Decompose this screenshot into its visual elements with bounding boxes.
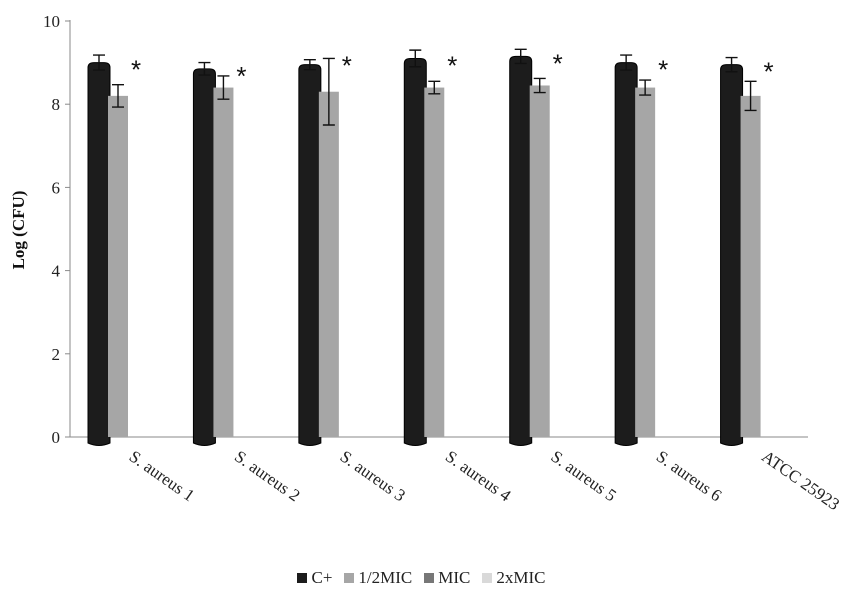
error-bar-half-mic xyxy=(322,57,335,126)
significance-asterisk: * xyxy=(447,50,457,80)
bar-cplus xyxy=(720,64,744,446)
error-bar-cplus xyxy=(514,48,527,65)
x-tick-label: S. aureus 2 xyxy=(231,447,303,506)
error-bar-cplus xyxy=(725,56,738,73)
y-tick-label: 8 xyxy=(52,95,61,114)
error-bar-cplus xyxy=(409,49,422,68)
bar-cplus xyxy=(614,62,638,446)
error-bar-half-mic xyxy=(533,77,546,94)
bar-cplus xyxy=(509,55,533,446)
x-tick-label: S. aureus 5 xyxy=(547,447,619,506)
x-tick-label: S. aureus 4 xyxy=(442,447,515,506)
bar-cplus xyxy=(403,57,427,446)
bar-half-mic xyxy=(740,95,761,437)
error-bar-half-mic xyxy=(112,83,124,108)
y-tick-label: 0 xyxy=(52,428,61,447)
legend-item: C+ xyxy=(297,568,332,588)
bar-half-mic xyxy=(108,95,128,437)
error-bar-half-mic xyxy=(428,80,441,95)
legend-item: 1/2MIC xyxy=(344,568,412,588)
legend-swatch xyxy=(297,573,308,583)
legend-label: C+ xyxy=(311,568,333,587)
y-axis-label: Log (CFU) xyxy=(9,191,28,270)
legend-label: 2xMIC xyxy=(496,568,546,587)
bar-half-mic xyxy=(424,87,445,437)
x-tick-label: S. aureus 3 xyxy=(337,447,409,506)
x-tick-label: ATCC 25923 xyxy=(758,447,843,514)
y-tick-label: 10 xyxy=(43,12,60,31)
legend-swatch xyxy=(344,573,355,583)
x-tick-label: S. aureus 1 xyxy=(126,447,198,506)
error-bar-half-mic xyxy=(639,79,652,96)
y-tick-label: 6 xyxy=(52,178,61,197)
legend-swatch xyxy=(424,573,435,583)
bar-cplus xyxy=(192,68,216,446)
chart-error-bars xyxy=(93,48,757,126)
legend-item: 2xMIC xyxy=(482,568,546,588)
y-tick-label: 2 xyxy=(52,345,61,364)
bar-half-mic xyxy=(529,85,550,437)
bar-cplus xyxy=(298,64,322,446)
error-bar-cplus xyxy=(198,61,211,76)
bar-chart: * * * * * * * S. aureus 1 S. aureus 2 S. aureus … xyxy=(9,12,843,514)
y-tick-labels: 0 2 4 6 8 10 xyxy=(43,12,61,447)
chart-bars xyxy=(87,55,761,446)
x-tick-label: S. aureus 6 xyxy=(653,447,725,506)
significance-asterisk: * xyxy=(342,50,352,80)
legend-swatch xyxy=(482,573,493,583)
chart-annotations: * * * * * * * xyxy=(131,48,774,90)
legend-label: MIC xyxy=(438,568,471,587)
chart-legend: C+ 1/2MIC MIC 2xMIC xyxy=(0,568,843,588)
significance-asterisk: * xyxy=(131,55,141,85)
bar-half-mic xyxy=(213,87,234,437)
x-tick-labels: S. aureus 1 S. aureus 2 S. aureus 3 S. aure… xyxy=(126,447,843,514)
legend-item: MIC xyxy=(424,568,470,588)
error-bar-cplus xyxy=(620,54,633,71)
error-bar-cplus xyxy=(93,54,105,71)
error-bar-half-mic xyxy=(744,80,757,112)
error-bar-half-mic xyxy=(217,75,230,100)
bar-cplus xyxy=(87,62,111,446)
bar-half-mic xyxy=(318,91,339,437)
legend-label: 1/2MIC xyxy=(358,568,413,587)
significance-asterisk: * xyxy=(658,55,668,85)
error-bar-cplus xyxy=(303,58,316,71)
y-tick-label: 4 xyxy=(52,262,61,281)
significance-asterisk: * xyxy=(553,48,563,78)
significance-asterisk: * xyxy=(764,57,774,87)
significance-asterisk: * xyxy=(236,61,246,91)
bar-half-mic xyxy=(635,87,656,437)
